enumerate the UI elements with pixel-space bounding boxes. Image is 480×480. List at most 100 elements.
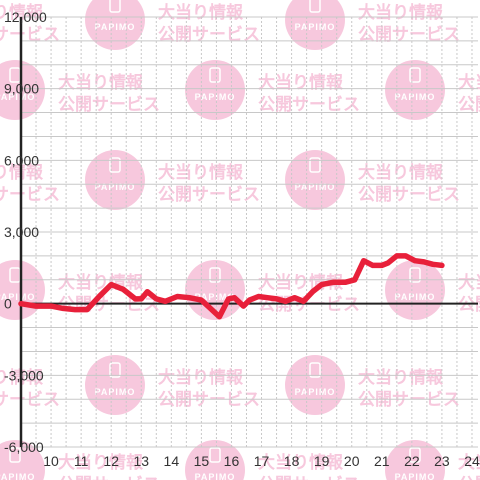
watermark-line2: 公開サービス bbox=[458, 95, 480, 114]
watermark-logo-icon bbox=[109, 0, 121, 13]
x-tick-label: 20 bbox=[344, 453, 360, 469]
watermark-line2: 公開サービス bbox=[58, 95, 160, 114]
watermark-logo-text: PAPIMO bbox=[0, 472, 35, 480]
watermark-line2: 公開サービス bbox=[58, 475, 160, 480]
watermark-logo-icon bbox=[309, 362, 321, 378]
watermark-logo-text: PAPIMO bbox=[395, 472, 436, 480]
watermark-logo-circle bbox=[0, 440, 45, 480]
x-tick-label: 18 bbox=[284, 453, 300, 469]
watermark-logo-circle bbox=[185, 440, 245, 480]
watermark-logo-circle bbox=[385, 60, 445, 120]
watermark-logo-circle bbox=[185, 60, 245, 120]
y-tick-label: 6,000 bbox=[4, 152, 39, 168]
watermark-logo-circle bbox=[285, 0, 345, 50]
x-tick-label: 22 bbox=[404, 453, 420, 469]
watermark-logo-circle bbox=[385, 260, 445, 320]
watermark-logo-circle bbox=[85, 355, 145, 415]
watermark-logo-icon bbox=[109, 157, 121, 173]
x-tick-label: 19 bbox=[314, 453, 330, 469]
watermark-line2: 公開サービス bbox=[0, 185, 60, 204]
watermark-logo-icon bbox=[409, 267, 421, 283]
watermark-logo-icon bbox=[9, 447, 21, 463]
watermark-line2: 公開サービス bbox=[258, 95, 360, 114]
watermark-logo-icon bbox=[209, 267, 221, 283]
watermark-logo-circle bbox=[85, 0, 145, 50]
watermark-logo-text: PAPIMO bbox=[0, 92, 35, 102]
watermark-line1: 大当り情報 bbox=[258, 72, 344, 92]
watermark-line1: 大当り情報 bbox=[458, 72, 480, 92]
watermark-logo-text: PAPIMO bbox=[95, 22, 136, 32]
watermark-logo-text: PAPIMO bbox=[295, 22, 336, 32]
watermark-line2: 公開サービス bbox=[158, 25, 260, 44]
watermark-line1: 大当り情報 bbox=[358, 367, 444, 387]
watermark-line1: 大当り情報 bbox=[258, 452, 344, 472]
watermark-logo-icon bbox=[209, 67, 221, 83]
watermark-line2: 公開サービス bbox=[358, 185, 460, 204]
x-tick-label: 17 bbox=[254, 453, 270, 469]
watermark-logo-text: PAPIMO bbox=[195, 92, 236, 102]
watermark-logo-circle bbox=[285, 355, 345, 415]
watermark-logo-text: PAPIMO bbox=[295, 387, 336, 397]
x-tick-label: 10 bbox=[43, 453, 59, 469]
watermark-line2: 公開サービス bbox=[0, 25, 60, 44]
watermark-logo-icon bbox=[209, 447, 221, 463]
watermark-logo-circle bbox=[285, 150, 345, 210]
watermark-logo-icon bbox=[309, 0, 321, 13]
watermark-logo-icon bbox=[109, 362, 121, 378]
y-tick-label: 12,000 bbox=[4, 9, 47, 25]
x-tick-label: 16 bbox=[224, 453, 240, 469]
watermark-line1: 大当り情報 bbox=[358, 2, 444, 22]
x-tick-label: 13 bbox=[133, 453, 149, 469]
watermark-logo-text: PAPIMO bbox=[95, 182, 136, 192]
watermark-line1: 大当り情報 bbox=[58, 452, 144, 472]
x-tick-label: 11 bbox=[74, 453, 89, 469]
watermark-logo-icon bbox=[309, 157, 321, 173]
watermark-line2: 公開サービス bbox=[258, 475, 360, 480]
watermark-logo-circle bbox=[0, 60, 45, 120]
watermark-line1: 大当り情報 bbox=[58, 272, 144, 292]
watermark-logo-circle bbox=[85, 150, 145, 210]
watermark-line1: 大当り情報 bbox=[358, 162, 444, 182]
watermark-logo-text: PAPIMO bbox=[95, 387, 136, 397]
y-tick-label: 9,000 bbox=[4, 81, 39, 97]
watermark-line2: 公開サービス bbox=[458, 475, 480, 480]
x-tick-label: 24 bbox=[464, 453, 480, 469]
watermark-logo-circle bbox=[385, 440, 445, 480]
x-tick-label: 12 bbox=[103, 453, 119, 469]
watermark-line1: 大当り情報 bbox=[458, 452, 480, 472]
watermark-logo-icon bbox=[409, 447, 421, 463]
watermark-line1: 大当り情報 bbox=[158, 162, 244, 182]
y-tick-label: -6,000 bbox=[4, 439, 44, 455]
watermark-logo-text: PAPIMO bbox=[395, 92, 436, 102]
watermark-logo-text: PAPIMO bbox=[195, 472, 236, 480]
y-tick-label: -3,000 bbox=[4, 367, 44, 383]
x-tick-label: 23 bbox=[434, 453, 450, 469]
watermark-logo-circle bbox=[185, 260, 245, 320]
watermark-logo-text: PAPIMO bbox=[195, 292, 236, 302]
watermark-logo-text: PAPIMO bbox=[395, 292, 436, 302]
watermark-logo-text: PAPIMO bbox=[0, 292, 35, 302]
series-layer bbox=[18, 253, 445, 320]
x-tick-label: 15 bbox=[194, 453, 210, 469]
y-tick-label: 0 bbox=[4, 296, 12, 312]
x-tick-label: 14 bbox=[164, 453, 180, 469]
watermark-line1: 大当り情報 bbox=[458, 272, 480, 292]
x-tick-label: 21 bbox=[374, 453, 390, 469]
watermark-line2: 公開サービス bbox=[158, 185, 260, 204]
watermark-line2: 公開サービス bbox=[358, 25, 460, 44]
watermark-line1: 大当り情報 bbox=[58, 72, 144, 92]
